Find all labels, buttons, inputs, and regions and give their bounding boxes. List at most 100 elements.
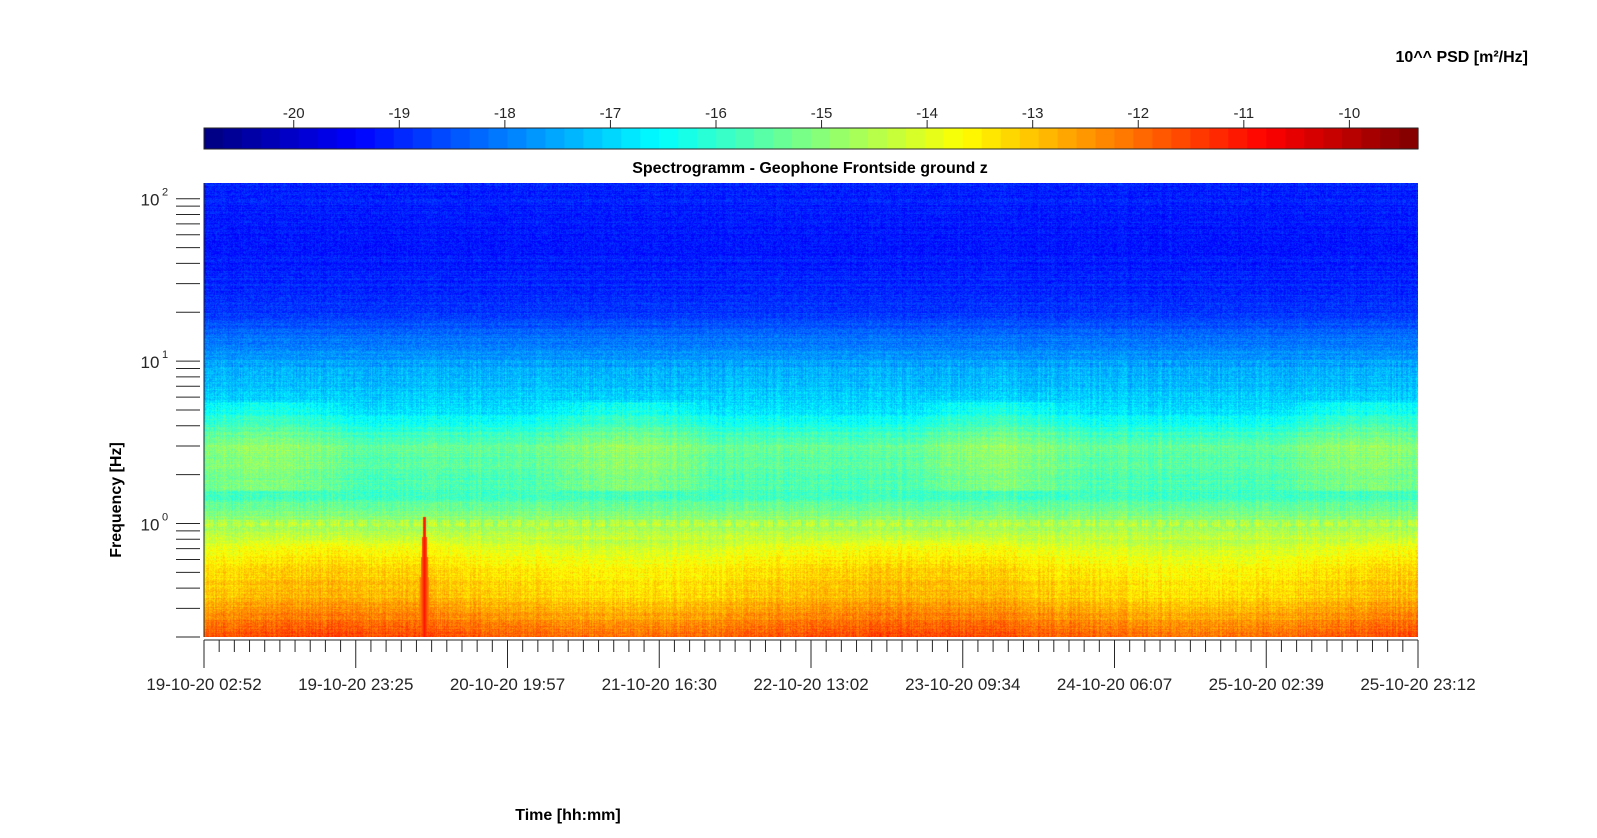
colorbar-tick-label: -11 (1234, 105, 1255, 122)
y-tick-label: 10 (141, 353, 160, 372)
colorbar-segment (450, 128, 471, 149)
colorbar-segment (1095, 128, 1116, 149)
x-tick-label: 20-10-20 19:57 (450, 675, 565, 694)
colorbar-segment (298, 128, 319, 149)
colorbar-segment (754, 128, 774, 149)
y-tick-exponent: 2 (162, 187, 168, 199)
colorbar-segment (1000, 128, 1021, 149)
colorbar-segment (526, 128, 547, 149)
colorbar-segment (241, 128, 262, 149)
colorbar-segment (317, 128, 338, 149)
colorbar-segment (867, 128, 888, 149)
colorbar-segment (848, 128, 869, 149)
spectrogram-plot-area (204, 183, 1418, 637)
colorbar-tick-label: -12 (1127, 105, 1149, 122)
colorbar-segment (1190, 128, 1210, 149)
colorbar-segment (886, 128, 907, 149)
colorbar-segment (1380, 128, 1400, 149)
x-axis: 19-10-20 02:52 19-10-20 23:25 20-10-20 19:… (146, 639, 1476, 694)
x-axis-label: Time [hh:mm] (515, 807, 620, 824)
colorbar-segment (222, 128, 243, 149)
colorbar-frame (203, 127, 1419, 150)
colorbar-segment (792, 128, 812, 149)
colorbar-segment (1399, 128, 1419, 149)
colorbar-tick-label: -15 (811, 105, 833, 122)
colorbar-tick-label: -20 (283, 105, 305, 122)
x-tick-label: 25-10-20 23:12 (1360, 675, 1475, 694)
colorbar-segment (1152, 128, 1173, 149)
colorbar-segment (1057, 128, 1078, 149)
colorbar-segment (336, 128, 357, 149)
colorbar-segment (1114, 128, 1135, 149)
colorbar-segment (393, 128, 414, 149)
colorbar-segment (1228, 128, 1248, 149)
colorbar-tick-label: -17 (600, 105, 622, 122)
colorbar-segment (1019, 128, 1040, 149)
y-tick-label: 10 (141, 516, 160, 535)
spectrogram-image (204, 183, 1418, 637)
colorbar-segment (602, 128, 622, 149)
colorbar-segment (981, 128, 1002, 149)
colorbar-tick-label: -16 (705, 105, 727, 122)
colorbar-segment (659, 128, 679, 149)
colorbar-segment (924, 128, 945, 149)
colorbar-segment (488, 128, 509, 149)
y-axis-label: Frequency [Hz] (108, 442, 125, 558)
colorbar-segment (1247, 128, 1267, 149)
colorbar-segment (1361, 128, 1381, 149)
y-tick-exponent: 0 (162, 512, 168, 524)
colorbar-segment (431, 128, 452, 149)
colorbar-segment (829, 128, 850, 149)
colorbar-tick-label: -10 (1339, 105, 1361, 122)
colorbar-segment (1304, 128, 1324, 149)
colorbar-segment (583, 128, 603, 149)
y-tick-exponent: 1 (162, 349, 168, 361)
colorbar-segment (1285, 128, 1305, 149)
colorbar-segment (374, 128, 395, 149)
colorbar-segment (1133, 128, 1154, 149)
colorbar-segment (640, 128, 660, 149)
colorbar-segment (1209, 128, 1229, 149)
colorbar-segment (773, 128, 793, 149)
colorbar-segment (355, 128, 376, 149)
colorbar-segment (621, 128, 641, 149)
colorbar-segment (507, 128, 528, 149)
chart-title: Spectrogramm - Geophone Frontside ground… (632, 160, 988, 177)
colorbar-segment (811, 128, 831, 149)
colorbar-segment (469, 128, 490, 149)
colorbar-segment (545, 128, 566, 149)
x-tick-label: 22-10-20 13:02 (753, 675, 868, 694)
colorbar-segment (412, 128, 433, 149)
colorbar-label: 10^^ PSD [m²/Hz] (1396, 49, 1528, 66)
colorbar-segment (735, 128, 755, 149)
colorbar-segment (943, 128, 964, 149)
x-tick-label: 19-10-20 23:25 (298, 675, 413, 694)
y-tick-label: 10 (141, 191, 160, 210)
colorbar (203, 127, 1419, 150)
x-tick-label: 21-10-20 16:30 (602, 675, 717, 694)
colorbar-segment (716, 128, 736, 149)
colorbar-segment (1266, 128, 1286, 149)
colorbar-segment (1038, 128, 1059, 149)
colorbar-tick-label: -19 (388, 105, 410, 122)
colorbar-segment (279, 128, 300, 149)
colorbar-ticks: -20 -19 -18 -17 -16 -15 -14 -13 -12 -11 -10 (283, 105, 1360, 128)
colorbar-tick-label: -13 (1022, 105, 1044, 122)
colorbar-tick-label: -14 (916, 105, 938, 122)
colorbar-segment (678, 128, 698, 149)
colorbar-segment (564, 128, 584, 149)
x-tick-label: 19-10-20 02:52 (146, 675, 261, 694)
colorbar-segment (1323, 128, 1343, 149)
colorbar-segment (260, 128, 281, 149)
x-tick-label: 23-10-20 09:34 (905, 675, 1020, 694)
colorbar-tick-label: -18 (494, 105, 516, 122)
x-tick-label: 24-10-20 06:07 (1057, 675, 1172, 694)
x-tick-label: 25-10-20 02:39 (1209, 675, 1324, 694)
colorbar-segment (697, 128, 717, 149)
colorbar-segment (1342, 128, 1362, 149)
colorbar-segment (1171, 128, 1191, 149)
colorbar-segment (905, 128, 926, 149)
colorbar-segment (204, 128, 224, 149)
